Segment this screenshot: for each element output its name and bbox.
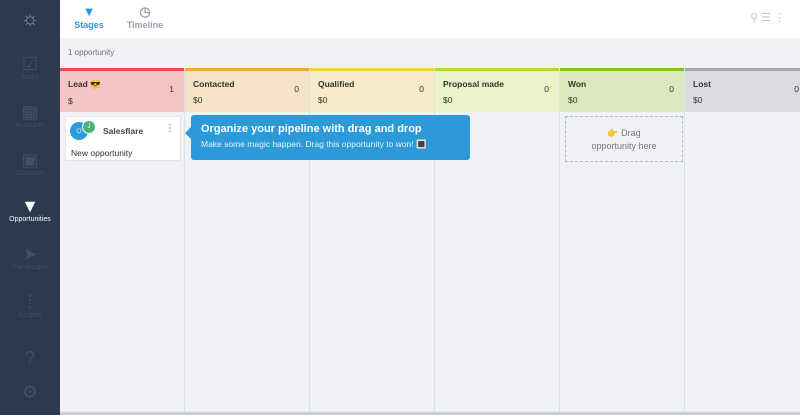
clock-icon: ◷	[139, 4, 151, 19]
funnel-icon: ▼	[82, 4, 96, 19]
help-button[interactable]: ?	[0, 348, 60, 368]
stage-header[interactable]: Qualified $0 0	[310, 71, 434, 112]
stage-header[interactable]: Contacted $0 0	[185, 71, 309, 112]
stage-count: 0	[544, 84, 549, 94]
stage-name: Proposal made	[443, 79, 504, 89]
stage-name: Contacted	[193, 79, 235, 89]
stage-column: Won $0 0	[560, 68, 685, 413]
user-avatar: J	[82, 120, 96, 134]
sidebar-item-tasks[interactable]: ☑ Tasks	[0, 54, 60, 81]
sound-wave-icon: ⦙	[27, 292, 33, 312]
contact-card-icon: ▣	[21, 150, 39, 170]
stage-column: Lost $0 0	[685, 68, 800, 413]
stage-column: Qualified $0 0	[310, 68, 435, 413]
send-icon: ➤	[22, 244, 38, 264]
card-menu-icon[interactable]: ⋮	[165, 123, 175, 134]
gear-icon: ⚙	[21, 382, 39, 402]
stage-color-bar	[60, 68, 184, 71]
tooltip-title: Organize your pipeline with drag and dro…	[201, 123, 422, 135]
card-account-name: Salesflare	[103, 126, 144, 136]
stage-color-bar	[435, 68, 559, 71]
stage-amount: $	[68, 96, 73, 106]
stage-color-bar	[185, 68, 309, 71]
stage-column: Proposal made $0 0	[435, 68, 560, 413]
stage-name: Qualified	[318, 79, 355, 89]
stage-amount: $0	[568, 95, 578, 105]
top-bar: ▼ Stages ◷ Timeline ⚲☰⋮	[60, 0, 800, 38]
opportunity-count: 1 opportunity	[68, 48, 115, 57]
stage-column: Contacted $0 0	[185, 68, 310, 413]
more-menu-icon[interactable]: ⋮	[774, 12, 788, 24]
stage-color-bar	[685, 68, 800, 71]
sidebar-item-campaigns[interactable]: ➤ Campaigns	[0, 244, 60, 271]
tooltip-body: Make some magic happen. Drag this opport…	[201, 139, 427, 149]
horizontal-scrollbar[interactable]	[60, 412, 800, 415]
stage-amount: $0	[318, 95, 328, 105]
tab-stages[interactable]: ▼ Stages	[64, 4, 114, 30]
stage-amount: $0	[693, 95, 703, 105]
stage-amount: $0	[193, 95, 203, 105]
sidebar-item-accounts[interactable]: ▦ Accounts	[0, 102, 60, 129]
salesflare-logo[interactable]: ☼	[20, 8, 40, 30]
funnel-icon: ▼	[21, 196, 39, 216]
check-icon: ☑	[21, 54, 39, 74]
onboarding-tooltip: Organize your pipeline with drag and dro…	[185, 115, 470, 160]
stage-name: Lead 😎	[68, 79, 101, 89]
stage-amount: $0	[443, 95, 453, 105]
stage-color-bar	[310, 68, 434, 71]
drop-zone[interactable]: 👉 Drag opportunity here	[565, 116, 683, 162]
stage-name: Lost	[693, 79, 711, 89]
card-title: New opportunity	[71, 148, 133, 158]
stage-header[interactable]: Won $0 0	[560, 71, 684, 112]
stage-name: Won	[568, 79, 587, 89]
stage-column: Lead 😎 $ 1	[60, 68, 185, 413]
stage-header[interactable]: Proposal made $0 0	[435, 71, 559, 112]
help-icon: ?	[24, 348, 35, 368]
stage-count: 0	[294, 84, 299, 94]
sidebar-item-opportunities[interactable]: ▼ Opportunities	[0, 196, 60, 223]
search-icon[interactable]: ⚲	[750, 12, 762, 24]
settings-button[interactable]: ⚙	[0, 382, 60, 402]
stage-count: 1	[169, 84, 174, 94]
stage-color-bar	[560, 68, 684, 71]
filter-icon[interactable]: ☰	[761, 12, 774, 24]
opportunity-card[interactable]: ☼ J Salesflare New opportunity ⋮	[65, 116, 181, 161]
sidebar-item-contacts[interactable]: ▣ Contacts	[0, 150, 60, 177]
stage-count: 0	[794, 84, 799, 94]
stage-count: 0	[669, 84, 674, 94]
stage-header[interactable]: Lead 😎 $ 1	[60, 71, 184, 112]
sidebar: ☼ ☑ Tasks ▦ Accounts ▣ Contacts ▼ Opportunit…	[0, 0, 60, 415]
sidebar-item-insights[interactable]: ⦙ Insights	[0, 292, 60, 319]
building-icon: ▦	[21, 102, 39, 122]
stage-header[interactable]: Lost $0 0	[685, 71, 800, 112]
tab-timeline[interactable]: ◷ Timeline	[120, 4, 170, 30]
stage-count: 0	[419, 84, 424, 94]
